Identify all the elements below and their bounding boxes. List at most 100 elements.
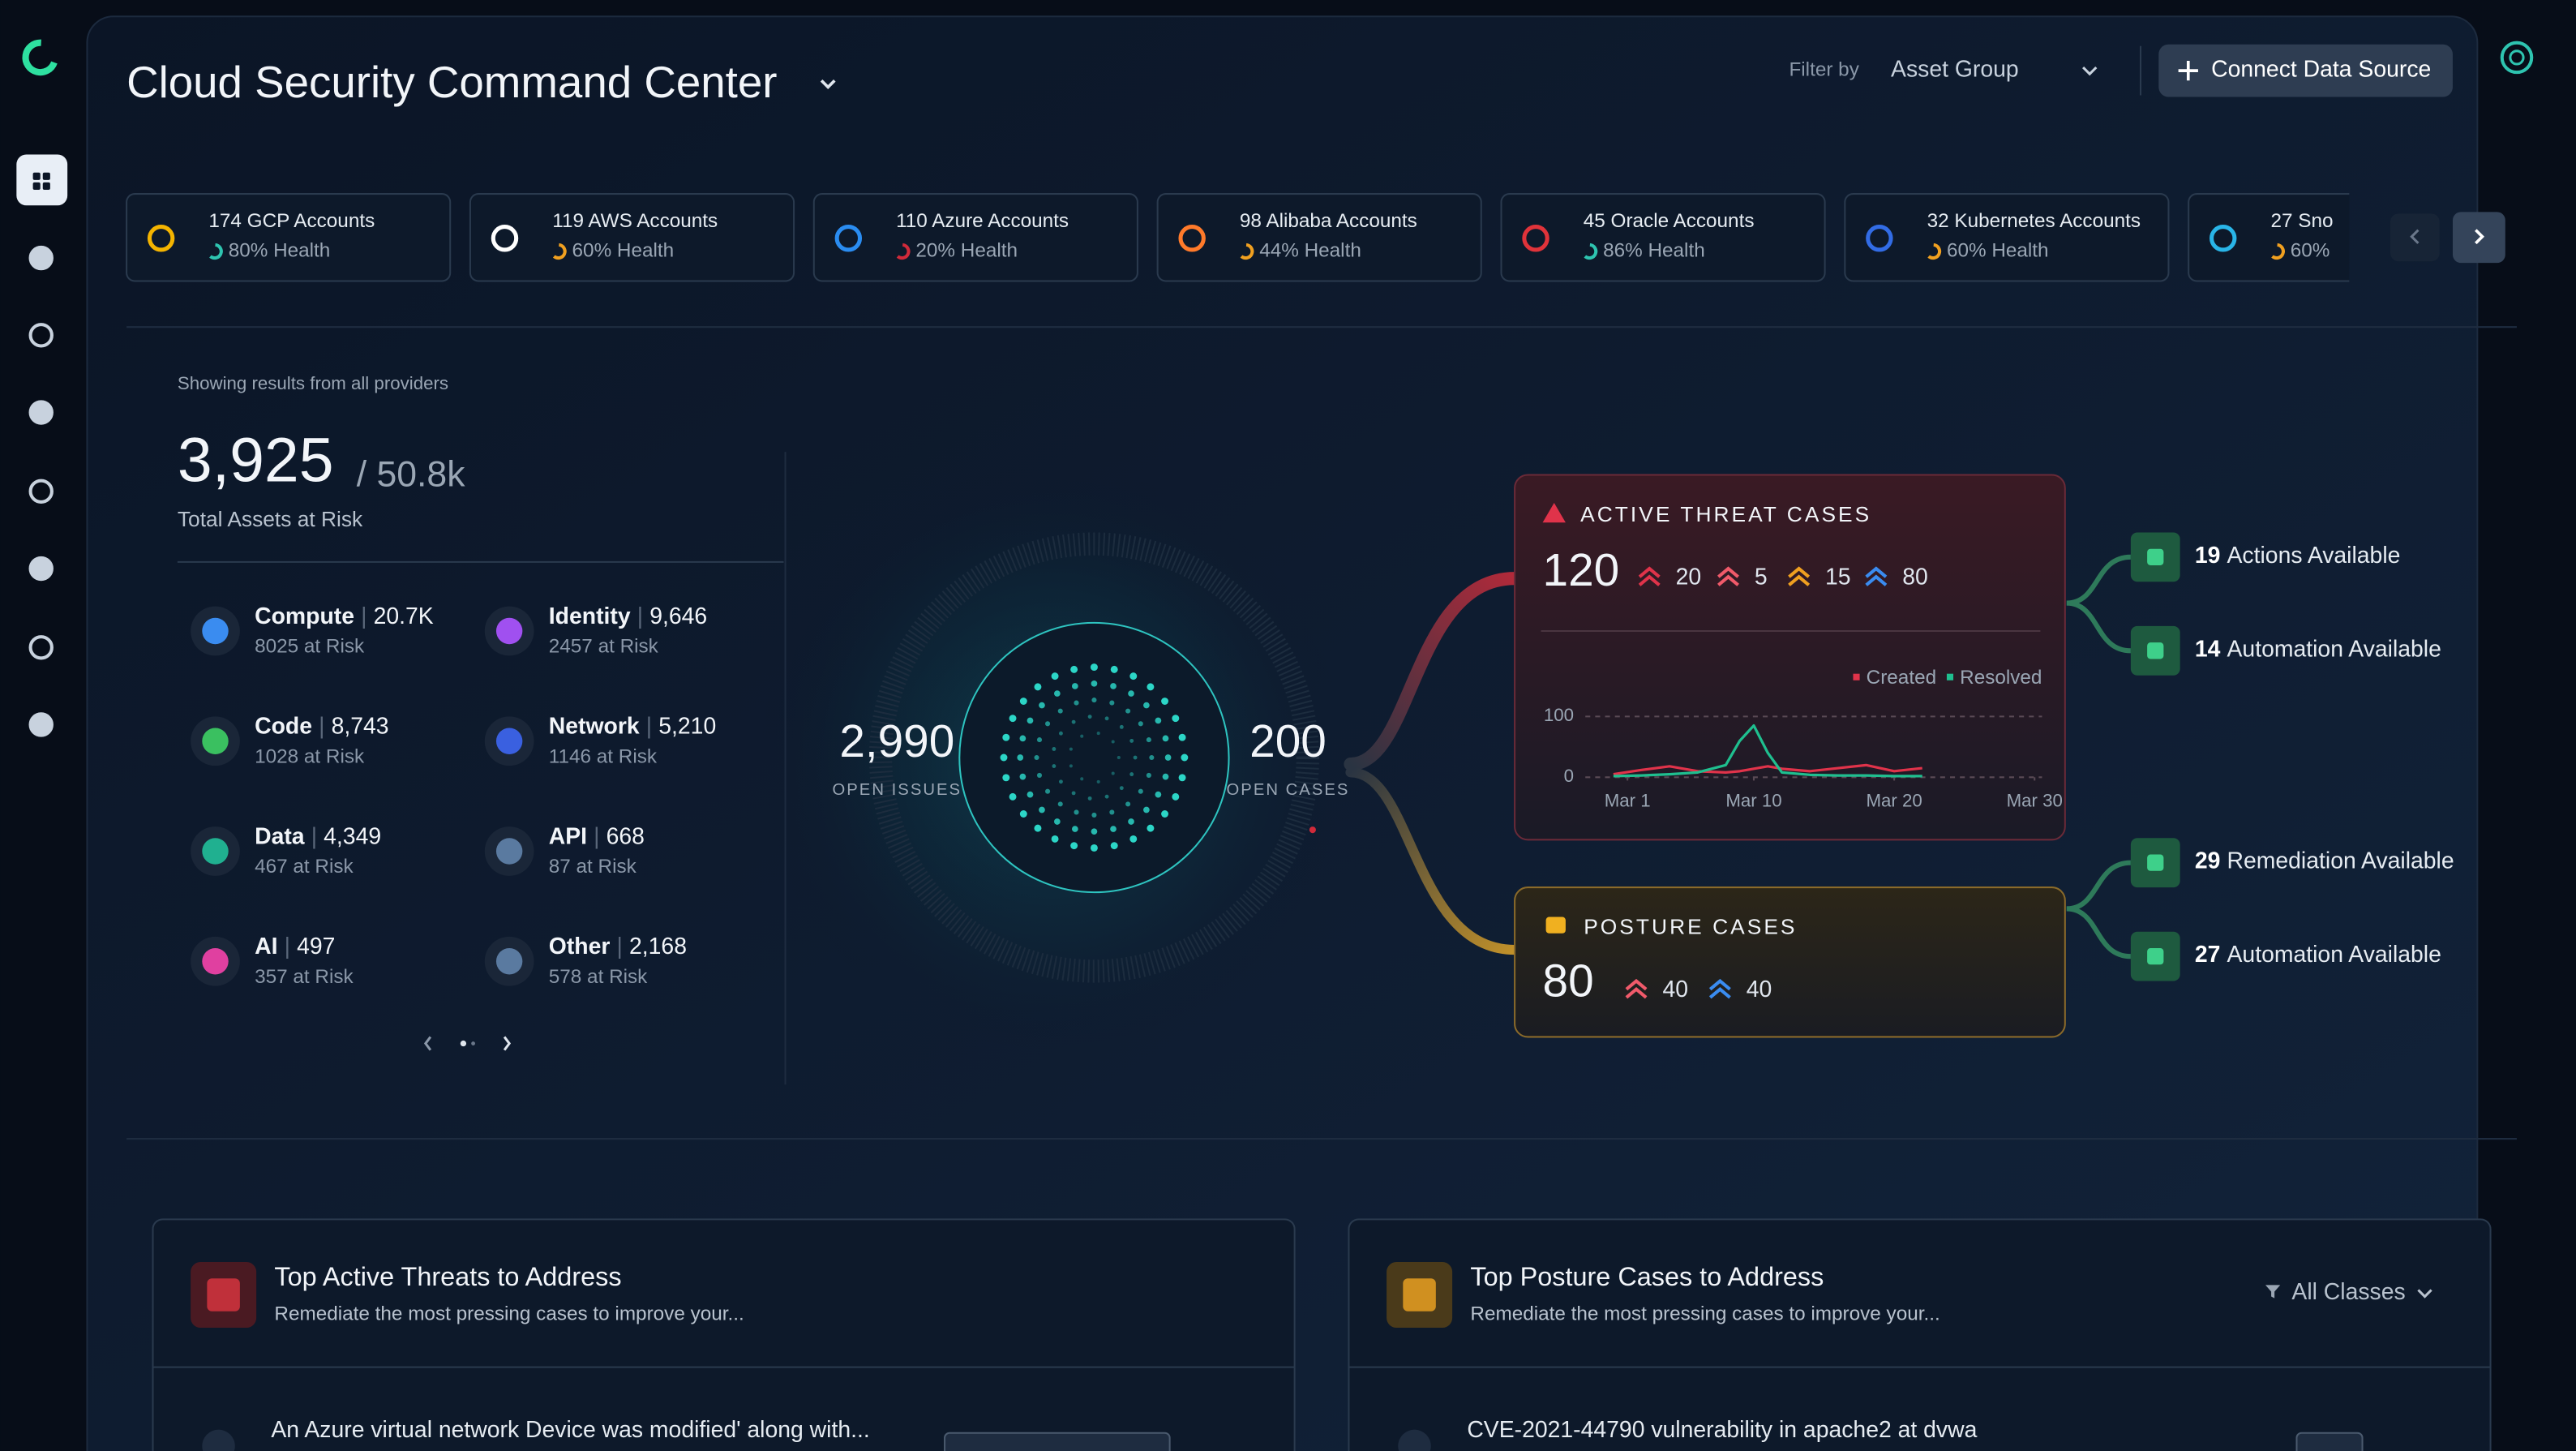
account-card[interactable] xyxy=(1844,193,2170,282)
severity-count: 20 xyxy=(1676,565,1702,590)
row-icon xyxy=(1398,1429,1431,1451)
posture-card[interactable] xyxy=(1514,886,2066,1038)
ring-dot xyxy=(1119,786,1124,791)
account-card[interactable] xyxy=(126,193,452,282)
carousel-prev[interactable] xyxy=(2390,213,2440,262)
account-card[interactable] xyxy=(469,193,795,282)
panel xyxy=(1348,1218,2492,1451)
ring-dot xyxy=(1034,824,1042,832)
nav-icon[interactable] xyxy=(42,182,50,191)
severity-icon xyxy=(1625,978,1648,999)
threat-title: ACTIVE THREAT CASES xyxy=(1580,502,1871,526)
ring-dot xyxy=(1009,715,1017,723)
category-risk: 578 at Risk xyxy=(549,966,648,988)
health-icon xyxy=(1240,243,1254,260)
ring-dot xyxy=(1045,788,1051,794)
y-tick-label: 0 xyxy=(1564,766,1574,786)
ring-dot xyxy=(1071,791,1076,796)
status-indicator[interactable] xyxy=(2500,41,2534,75)
ring-dot xyxy=(1071,719,1076,724)
severity-count: 5 xyxy=(1755,565,1768,590)
nav-icon[interactable] xyxy=(28,400,54,425)
category-line: Network | 5,210 xyxy=(549,714,716,740)
pager-next[interactable] xyxy=(503,1036,512,1051)
category-separator: | xyxy=(285,934,290,960)
pager-dot[interactable] xyxy=(471,1041,476,1045)
threat-card[interactable] xyxy=(1514,474,2066,841)
logo[interactable] xyxy=(22,39,58,76)
open-cases-value: 200 xyxy=(1249,716,1327,767)
category-risk: 1146 at Risk xyxy=(549,745,658,767)
account-card[interactable] xyxy=(1156,193,1482,282)
panel xyxy=(152,1218,1296,1451)
ring-dot xyxy=(1019,810,1027,818)
carousel-next[interactable] xyxy=(2452,212,2505,264)
panel-subtitle: Remediate the most pressing cases to imp… xyxy=(1470,1303,1940,1324)
legend-label: Created xyxy=(1867,667,1936,689)
nav-icon[interactable] xyxy=(32,182,41,191)
severity-count: 40 xyxy=(1747,977,1772,1002)
account-card[interactable] xyxy=(2188,193,2512,282)
provider-icon xyxy=(834,225,863,252)
ring-dot xyxy=(1052,764,1057,768)
ring-dot xyxy=(1178,774,1186,782)
ring-dot xyxy=(1117,755,1121,760)
category-separator: | xyxy=(646,714,652,740)
nav-icon[interactable] xyxy=(28,635,54,660)
nav-icon[interactable] xyxy=(28,245,54,271)
nav-icon[interactable] xyxy=(28,479,54,504)
ring-dot xyxy=(1080,777,1084,781)
ring-dot xyxy=(1019,773,1027,780)
outer-ring xyxy=(868,532,1319,983)
title-chevron[interactable] xyxy=(820,79,836,89)
pager-prev[interactable] xyxy=(423,1036,432,1051)
health-icon xyxy=(2271,243,2285,260)
ring-dot xyxy=(1125,801,1131,807)
connect-button[interactable] xyxy=(2158,44,2453,97)
action-connector xyxy=(2066,600,2132,654)
sidebar xyxy=(16,154,68,737)
ring-dot xyxy=(1057,801,1063,807)
ring-dot xyxy=(1039,702,1045,709)
x-tick-label: Mar 20 xyxy=(1866,791,1922,811)
ring-dot xyxy=(1069,747,1073,751)
ring-dot xyxy=(1149,754,1155,761)
nav-active-bg xyxy=(16,154,68,206)
ring-dot xyxy=(1074,700,1079,706)
ring-dot xyxy=(1052,747,1057,751)
ring-dot xyxy=(1071,826,1078,832)
nav-icon[interactable] xyxy=(28,712,54,737)
nav-icon[interactable] xyxy=(32,172,41,180)
threat-icon xyxy=(1542,502,1566,523)
nav-icon[interactable] xyxy=(28,323,54,348)
ring-dot xyxy=(1129,672,1138,680)
account-card[interactable] xyxy=(1500,193,1826,282)
action-label: Automation Available xyxy=(2227,942,2441,968)
ring-dot xyxy=(1128,818,1134,825)
row-title: CVE-2021-44790 vulnerability in apache2 … xyxy=(1467,1417,1977,1443)
ring-dot xyxy=(1053,818,1061,825)
ring-dot xyxy=(1087,796,1092,801)
category-risk: 1028 at Risk xyxy=(255,745,365,767)
ring-dot xyxy=(1109,700,1115,706)
ring-dot xyxy=(1181,753,1189,762)
series-line xyxy=(1613,763,1922,776)
ring-dot xyxy=(1147,683,1155,691)
account-card[interactable] xyxy=(812,193,1138,282)
ring-dot xyxy=(1104,794,1109,799)
category-name: Other xyxy=(549,934,611,960)
action-connector xyxy=(2066,906,2132,959)
action-count: 27 xyxy=(2195,942,2221,968)
account-health: 86% Health xyxy=(1603,239,1705,261)
category-risk: 467 at Risk xyxy=(255,856,354,878)
pager-dot[interactable] xyxy=(460,1040,467,1047)
action-count: 14 xyxy=(2195,637,2221,663)
account-label: 174 GCP Accounts xyxy=(208,210,375,232)
row-tag xyxy=(2295,1432,2364,1451)
category-icon xyxy=(202,728,229,754)
nav-icon[interactable] xyxy=(28,556,54,582)
panel-title: Top Active Threats to Address xyxy=(274,1262,621,1291)
nav-icon[interactable] xyxy=(42,172,50,180)
category-count: 8,743 xyxy=(332,714,389,740)
